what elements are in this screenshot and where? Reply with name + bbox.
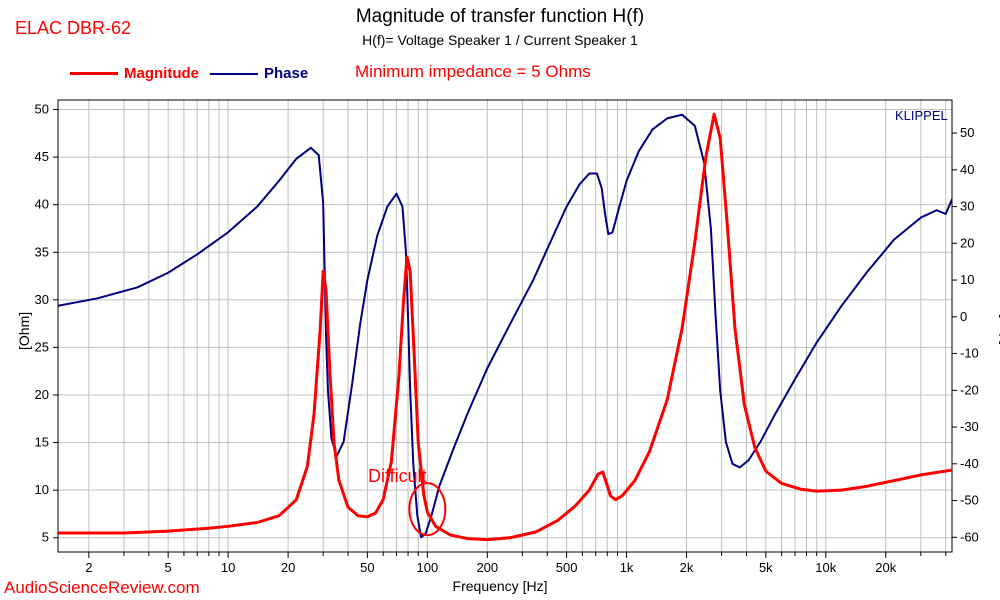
svg-text:50: 50: [360, 560, 374, 575]
svg-text:2k: 2k: [680, 560, 694, 575]
svg-text:45: 45: [35, 149, 49, 164]
svg-text:500: 500: [556, 560, 578, 575]
legend-magnitude-label: Magnitude: [124, 65, 199, 82]
svg-text:10: 10: [960, 272, 974, 287]
svg-text:20: 20: [35, 387, 49, 402]
svg-text:-40: -40: [960, 456, 979, 471]
svg-text:30: 30: [960, 199, 974, 214]
svg-text:200: 200: [476, 560, 498, 575]
svg-text:25: 25: [35, 339, 49, 354]
svg-text:20k: 20k: [875, 560, 896, 575]
legend-phase-label: Phase: [264, 65, 308, 82]
x-axis-label: Frequency [Hz]: [0, 578, 1000, 594]
y-right-axis-label: [deg]: [996, 314, 1000, 345]
legend-phase-swatch: [210, 73, 258, 75]
brand-label: KLIPPEL: [895, 108, 948, 123]
svg-text:-20: -20: [960, 382, 979, 397]
impedance-phase-chart: 251020501002005001k2k5k10k20k51015202530…: [0, 0, 1000, 600]
svg-text:1k: 1k: [620, 560, 634, 575]
legend-magnitude: Magnitude: [70, 65, 199, 82]
svg-text:50: 50: [960, 125, 974, 140]
svg-text:15: 15: [35, 435, 49, 450]
svg-text:100: 100: [416, 560, 438, 575]
product-label: ELAC DBR-62: [15, 18, 131, 39]
svg-text:20: 20: [281, 560, 295, 575]
svg-text:-60: -60: [960, 529, 979, 544]
svg-text:5: 5: [42, 530, 49, 545]
svg-text:35: 35: [35, 244, 49, 259]
svg-text:40: 40: [960, 162, 974, 177]
svg-text:30: 30: [35, 292, 49, 307]
svg-text:10k: 10k: [815, 560, 836, 575]
svg-text:50: 50: [35, 102, 49, 117]
svg-text:0: 0: [960, 309, 967, 324]
svg-text:-50: -50: [960, 493, 979, 508]
svg-text:20: 20: [960, 235, 974, 250]
chart-subtitle: H(f)= Voltage Speaker 1 / Current Speake…: [0, 32, 1000, 48]
svg-text:5: 5: [165, 560, 172, 575]
svg-text:-30: -30: [960, 419, 979, 434]
svg-text:5k: 5k: [759, 560, 773, 575]
min-impedance-label: Minimum impedance = 5 Ohms: [355, 62, 591, 82]
legend-magnitude-swatch: [70, 72, 118, 75]
difficult-label: Difficult: [368, 466, 427, 487]
legend-phase: Phase: [210, 65, 308, 82]
svg-text:2: 2: [85, 560, 92, 575]
chart-title: Magnitude of transfer function H(f): [0, 6, 1000, 28]
svg-text:10: 10: [35, 482, 49, 497]
svg-text:-10: -10: [960, 346, 979, 361]
y-left-axis-label: [Ohm]: [16, 312, 32, 350]
svg-text:10: 10: [221, 560, 235, 575]
svg-text:40: 40: [35, 197, 49, 212]
